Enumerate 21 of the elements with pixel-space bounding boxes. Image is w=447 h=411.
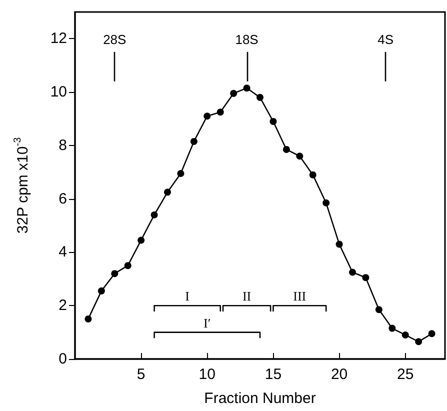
y-tick-label: 8: [58, 136, 67, 154]
series-label: III: [293, 288, 306, 304]
y-tick-label: 2: [58, 297, 67, 314]
ref-line-label: 18S: [235, 32, 259, 47]
y-tick-label: 10: [50, 84, 67, 101]
y-axis-title: 32P cpm x10-3: [12, 136, 32, 234]
x-tick-label: 25: [397, 366, 414, 383]
x-tick-label: 5: [136, 366, 146, 383]
y-tick-label: 6: [58, 190, 67, 208]
x-tick-label: 10: [198, 366, 216, 383]
ref-line-label: 28S: [103, 32, 127, 47]
ref-line-label: 4S: [378, 32, 394, 47]
series-label: I′: [204, 315, 211, 330]
x-axis-title: Fraction Number: [204, 390, 316, 407]
y-tick-label: 0: [58, 350, 67, 368]
y-tick-label: 12: [50, 30, 67, 48]
x-tick-label: 20: [330, 366, 348, 383]
series-label: II: [242, 288, 252, 304]
y-tick-label: 4: [58, 244, 67, 261]
x-tick-label: 15: [264, 366, 282, 383]
series-label: I: [185, 288, 190, 304]
